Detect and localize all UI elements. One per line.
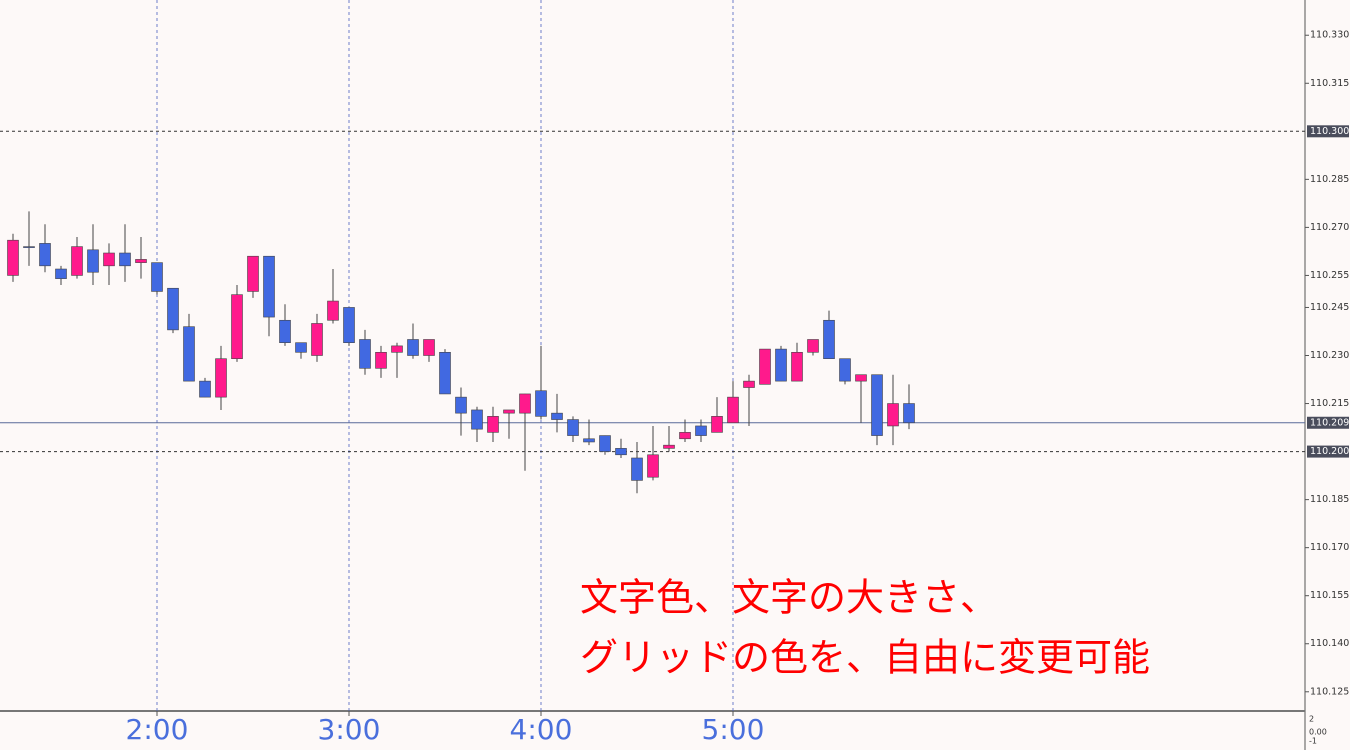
candle-body xyxy=(471,409,483,430)
candle-body xyxy=(311,323,323,356)
candle-body xyxy=(887,403,899,427)
candle-body xyxy=(423,339,435,356)
candle-body xyxy=(343,307,355,343)
candle-body xyxy=(503,409,515,414)
y-tick-label: 110.185 xyxy=(1310,494,1349,505)
candle-body xyxy=(695,425,707,436)
candle-body xyxy=(247,255,259,292)
subpanel-label: -1 xyxy=(1309,737,1317,746)
current-price-label: 110.209 xyxy=(1310,417,1349,428)
candle-body xyxy=(439,351,451,395)
candle-body xyxy=(567,419,579,436)
candle-body xyxy=(823,319,835,360)
y-tick-label: 110.155 xyxy=(1310,590,1349,601)
candle-body xyxy=(711,416,723,433)
candle-body xyxy=(535,390,547,417)
y-tick-label: 110.255 xyxy=(1310,270,1349,281)
candle-body xyxy=(727,396,739,424)
candle-body xyxy=(167,287,179,331)
candle-body xyxy=(135,259,147,263)
candle-body xyxy=(215,358,227,398)
current-price-box xyxy=(1307,416,1349,429)
x-tick-label: 5:00 xyxy=(702,713,765,746)
candle-body xyxy=(407,339,419,356)
candle-body xyxy=(551,412,563,420)
y-tick-label: 110.245 xyxy=(1310,302,1349,313)
candle-body xyxy=(119,252,131,267)
y-tick-label: 110.315 xyxy=(1310,78,1349,89)
candle-body xyxy=(199,380,211,398)
annotation: 文字色、文字の大きさ、 xyxy=(580,576,998,620)
candle-body xyxy=(71,246,83,276)
candle-body xyxy=(631,457,643,481)
y-tick-label: 110.330 xyxy=(1310,30,1349,41)
candle-body xyxy=(375,351,387,369)
y-tick-label: 110.170 xyxy=(1310,542,1349,553)
candle-body xyxy=(583,438,595,443)
x-tick-label: 2:00 xyxy=(126,713,189,746)
candle-body xyxy=(519,393,531,414)
candle-body xyxy=(759,348,771,385)
candle-body xyxy=(455,396,467,414)
y-tick-label: 110.270 xyxy=(1310,222,1349,233)
candle-body xyxy=(295,342,307,353)
candle-body xyxy=(391,345,403,353)
candle-body xyxy=(743,380,755,388)
candle-body xyxy=(23,246,35,248)
y-tick-label: 110.285 xyxy=(1310,174,1349,185)
candle-body xyxy=(903,403,915,424)
candle-body xyxy=(231,294,243,360)
candle-body xyxy=(807,339,819,353)
y-tick-label: 110.215 xyxy=(1310,398,1349,409)
annotation: グリッドの色を、自由に変更可能 xyxy=(580,636,1150,680)
h-grid-label: 110.300 xyxy=(1310,126,1349,137)
candle-body xyxy=(263,255,275,318)
candle-body xyxy=(39,243,51,267)
h-grid-box xyxy=(1307,125,1349,138)
candle-body xyxy=(183,326,195,382)
candle-body xyxy=(327,300,339,321)
candle-body xyxy=(775,348,787,382)
candle-body xyxy=(839,358,851,382)
candle-body xyxy=(871,374,883,436)
candle-body xyxy=(55,268,67,279)
candle-body xyxy=(855,374,867,382)
candle-body xyxy=(791,351,803,382)
y-tick-label: 110.230 xyxy=(1310,350,1349,361)
candle-body xyxy=(151,262,163,292)
candle-body xyxy=(87,249,99,273)
h-grid-label: 110.200 xyxy=(1310,446,1349,457)
x-tick-label: 4:00 xyxy=(510,713,573,746)
x-tick-label: 3:00 xyxy=(318,713,381,746)
candle-body xyxy=(359,339,371,369)
h-grid-box xyxy=(1307,445,1349,458)
candle-body xyxy=(663,444,675,449)
subpanel-label: 2 xyxy=(1309,715,1314,724)
candle-body xyxy=(679,432,691,440)
candle-body xyxy=(7,239,19,276)
candle-body xyxy=(279,319,291,343)
candle-body xyxy=(615,448,627,456)
subpanel-label: 0.00 xyxy=(1309,728,1327,737)
y-tick-label: 110.140 xyxy=(1310,638,1349,649)
candle-body xyxy=(647,454,659,478)
candle-body xyxy=(599,435,611,452)
candle-body xyxy=(487,416,499,433)
y-tick-label: 110.125 xyxy=(1310,686,1349,697)
candle-body xyxy=(103,252,115,267)
